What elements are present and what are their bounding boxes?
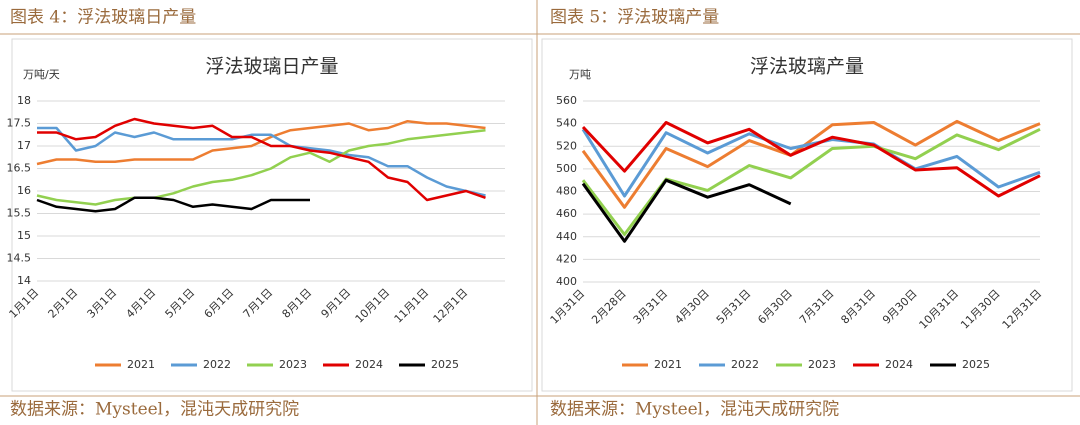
y-tick-label: 17 [17,139,31,152]
series-line [37,117,486,202]
y-axis-label: 万吨/天 [23,68,60,81]
legend-label: 2023 [279,358,307,371]
series-line [36,196,310,213]
y-tick-label: 560 [556,94,577,107]
y-tick-label: 420 [556,252,577,265]
chart-title: 浮法玻璃产量 [750,56,864,78]
y-tick-label: 16 [17,184,31,197]
legend-label: 2022 [731,358,759,371]
series-line [581,128,1041,198]
series-line [581,178,792,243]
series-line [581,121,1041,198]
y-axis-label: 万吨 [569,68,591,81]
y-tick-label: 14.5 [7,252,32,265]
y-tick-label: 460 [556,207,577,220]
caption: 图表 4：浮法玻璃日产量 [10,8,196,28]
legend-label: 2021 [127,358,155,371]
series-line [36,128,486,206]
y-tick-label: 14 [17,274,31,287]
chart-frame [541,38,1073,392]
source: 数据来源：Mysteel，混沌天成研究院 [550,400,839,420]
legend-label: 2025 [431,358,459,371]
y-tick-label: 15.5 [7,207,32,220]
series-line [581,119,1041,209]
source: 数据来源：Mysteel，混沌天成研究院 [10,400,299,420]
legend-label: 2024 [355,358,383,371]
series-line [37,126,486,197]
y-tick-label: 480 [556,185,577,198]
legend-label: 2025 [962,358,990,371]
legend-label: 2023 [808,358,836,371]
caption: 图表 5：浮法玻璃产量 [550,8,719,28]
legend-label: 2021 [654,358,682,371]
y-tick-label: 400 [556,275,577,288]
y-tick-label: 16.5 [7,162,32,175]
y-tick-label: 18 [17,94,31,107]
y-tick-label: 440 [556,230,577,243]
y-tick-label: 520 [556,139,577,152]
y-tick-label: 540 [556,117,577,130]
legend-label: 2022 [203,358,231,371]
y-tick-label: 15 [17,229,31,242]
y-tick-label: 500 [556,162,577,175]
y-tick-label: 17.5 [7,117,32,130]
legend-label: 2024 [885,358,913,371]
chart-frame [11,38,533,392]
chart-title: 浮法玻璃日产量 [205,56,338,78]
